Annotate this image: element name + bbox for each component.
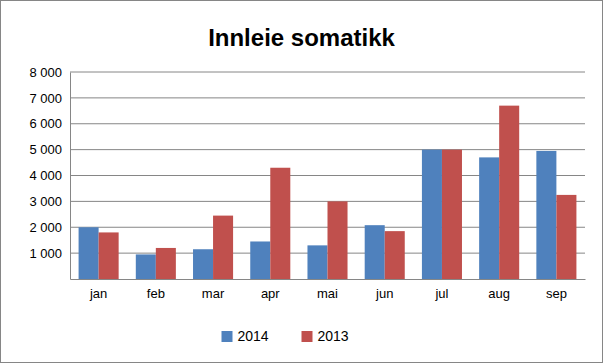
legend-item: 2014 — [222, 328, 269, 344]
y-tick-label: 8 000 — [29, 65, 62, 80]
x-tick-label: feb — [147, 286, 165, 301]
bar — [213, 216, 233, 279]
bar — [156, 248, 176, 279]
y-tick: 2 000 — [29, 220, 70, 235]
y-tick-label: 2 000 — [29, 220, 62, 235]
y-tick-label: 5 000 — [29, 142, 62, 157]
bar — [193, 249, 213, 279]
y-tick: 1 000 — [29, 246, 70, 261]
bar — [499, 106, 519, 279]
bars — [79, 106, 577, 279]
bar — [536, 151, 556, 279]
legend-label: 2014 — [238, 328, 269, 344]
legend-label: 2013 — [318, 328, 349, 344]
y-tick-label: 4 000 — [29, 168, 62, 183]
x-tick: sep — [546, 279, 567, 301]
x-tick: mar — [202, 279, 225, 301]
x-tick: jun — [375, 279, 393, 301]
bar — [79, 227, 99, 279]
y-tick: 5 000 — [29, 142, 70, 157]
plot: 1 000 2 000 3 000 4 000 5 000 6 000 7 000 8 000… — [29, 65, 585, 302]
bar — [422, 150, 442, 279]
x-axis: jan feb mar apr mai jun jul aug sep — [71, 279, 586, 301]
y-axis: 1 000 2 000 3 000 4 000 5 000 6 000 7 000 8 000 — [29, 65, 70, 280]
x-tick: mai — [317, 279, 338, 301]
legend: 2014 2013 — [222, 328, 349, 344]
bar — [365, 225, 385, 279]
y-tick-label: 3 000 — [29, 194, 62, 209]
bar — [328, 201, 348, 279]
bar — [307, 245, 327, 279]
title: Innleie somatikk — [208, 24, 395, 51]
y-tick: 4 000 — [29, 168, 70, 183]
x-tick-label: mar — [202, 286, 225, 301]
bar — [442, 150, 462, 279]
y-tick: 8 000 — [29, 65, 70, 80]
x-tick: feb — [147, 279, 165, 301]
x-axis-line — [71, 279, 586, 280]
y-tick: 3 000 — [29, 194, 70, 209]
legend-swatch — [302, 331, 313, 342]
y-tick-label: 7 000 — [29, 91, 62, 106]
y-tick: 6 000 — [29, 116, 70, 131]
x-tick-label: jan — [89, 286, 107, 301]
x-tick: aug — [488, 279, 510, 301]
y-tick-label: 6 000 — [29, 116, 62, 131]
series — [99, 106, 577, 279]
x-tick: jul — [434, 279, 448, 301]
grid-line — [70, 97, 585, 98]
x-tick-label: jun — [375, 286, 393, 301]
series — [79, 150, 557, 279]
bar — [136, 254, 156, 279]
x-tick-label: jul — [434, 286, 448, 301]
bar — [270, 168, 290, 279]
chart: Innleie somatikk 1 000 2 000 3 000 4 000 5 00… — [0, 0, 603, 363]
x-tick: jan — [89, 279, 107, 301]
legend-swatch — [222, 331, 233, 342]
chart-frame — [1, 1, 603, 363]
y-axis-line — [70, 73, 71, 280]
legend-item: 2013 — [302, 328, 349, 344]
x-tick-label: mai — [317, 286, 338, 301]
x-tick-label: apr — [261, 286, 280, 301]
bar — [385, 231, 405, 279]
x-tick-label: sep — [546, 286, 567, 301]
y-tick-label: 1 000 — [29, 246, 62, 261]
y-tick: 7 000 — [29, 91, 70, 106]
x-tick-label: aug — [488, 286, 510, 301]
bar — [99, 232, 119, 279]
grid-line — [70, 72, 585, 73]
bar — [250, 241, 270, 279]
bar — [479, 157, 499, 279]
x-tick: apr — [261, 279, 280, 301]
bar — [556, 195, 576, 279]
